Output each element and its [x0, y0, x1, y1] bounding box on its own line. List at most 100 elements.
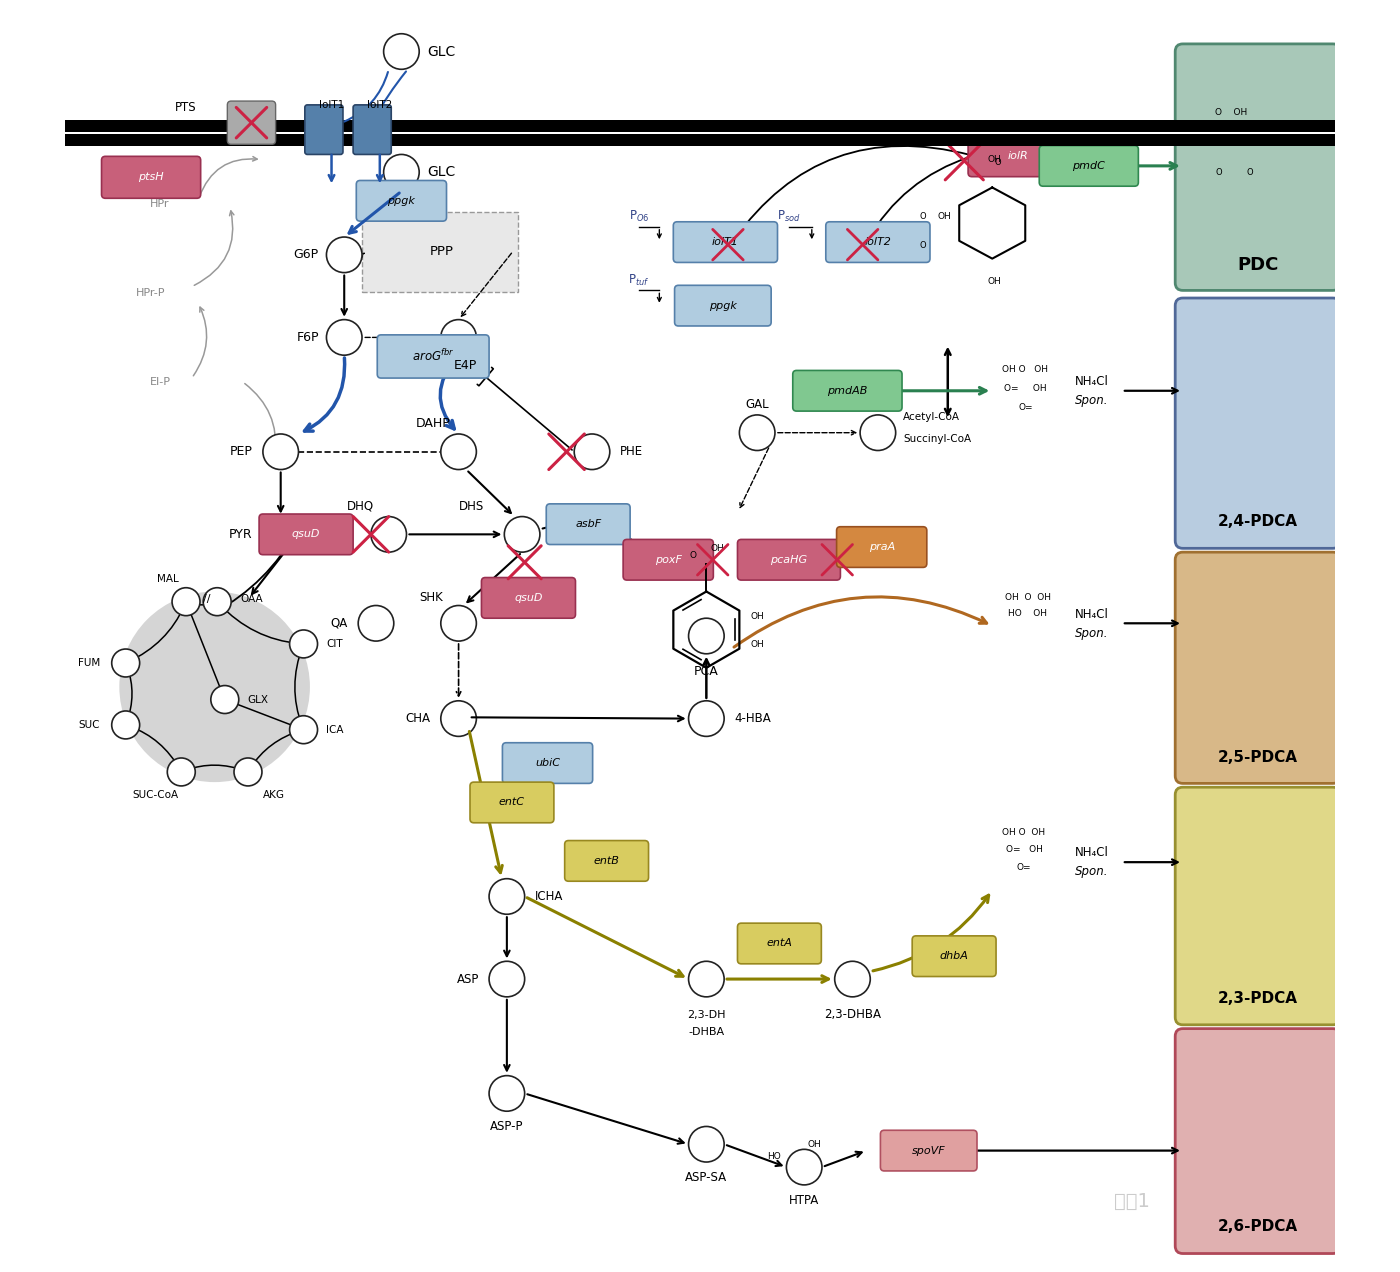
Text: O=   OH: O= OH [1005, 845, 1043, 854]
Text: PHE: PHE [620, 445, 643, 458]
FancyBboxPatch shape [675, 285, 771, 326]
Text: QA: QA [330, 617, 349, 630]
Text: 2,6-PDCA: 2,6-PDCA [1218, 1220, 1298, 1234]
Text: O: O [918, 212, 925, 221]
Text: Spon.: Spon. [1075, 865, 1107, 878]
Text: GLC: GLC [427, 45, 455, 59]
Text: OAA: OAA [239, 594, 263, 604]
FancyBboxPatch shape [967, 135, 1067, 177]
Text: OH: OH [808, 1140, 822, 1149]
Circle shape [371, 516, 406, 552]
Text: O: O [994, 158, 1001, 167]
Text: ICA: ICA [326, 725, 344, 735]
FancyBboxPatch shape [1175, 552, 1340, 784]
FancyBboxPatch shape [881, 1131, 977, 1172]
Text: Spon.: Spon. [1075, 394, 1107, 407]
Text: pcaHG: pcaHG [770, 555, 808, 565]
Text: P$_{sod}$: P$_{sod}$ [777, 209, 801, 224]
FancyBboxPatch shape [305, 104, 343, 154]
Text: PEP: PEP [230, 445, 253, 458]
Circle shape [689, 962, 724, 997]
Text: 2,3-PDCA: 2,3-PDCA [1218, 991, 1298, 1006]
Text: F6P: F6P [297, 331, 319, 343]
Text: DHQ: DHQ [347, 500, 374, 513]
Text: FUM: FUM [78, 658, 101, 668]
Text: praA: praA [868, 542, 895, 552]
Circle shape [290, 630, 318, 658]
Text: OH  O  OH: OH O OH [1005, 593, 1051, 603]
Text: ubiC: ubiC [535, 758, 560, 768]
Text: E4P: E4P [454, 359, 476, 371]
Circle shape [384, 34, 419, 69]
Text: 2,3-DH: 2,3-DH [687, 1010, 725, 1020]
Text: SUC: SUC [78, 720, 101, 730]
Text: OH: OH [937, 212, 951, 221]
Text: IolT1: IolT1 [319, 100, 344, 109]
Circle shape [441, 319, 476, 355]
FancyBboxPatch shape [826, 221, 930, 262]
FancyBboxPatch shape [503, 743, 592, 784]
Circle shape [739, 415, 776, 450]
Text: GLX: GLX [248, 695, 269, 705]
Text: 2,3-DHBA: 2,3-DHBA [825, 1009, 881, 1021]
Text: NH₄Cl: NH₄Cl [1074, 846, 1109, 859]
Text: AKG: AKG [263, 790, 286, 800]
Circle shape [203, 588, 231, 616]
Text: PPP: PPP [430, 244, 454, 257]
Text: CHA: CHA [406, 712, 431, 725]
Text: NH₄Cl: NH₄Cl [1074, 608, 1109, 621]
FancyBboxPatch shape [102, 156, 200, 198]
Text: 4-HBA: 4-HBA [735, 712, 771, 725]
Text: OH O  OH: OH O OH [1002, 828, 1046, 837]
FancyBboxPatch shape [377, 335, 489, 378]
Circle shape [504, 516, 540, 552]
Text: O: O [689, 552, 696, 561]
Text: P$_{O6}$: P$_{O6}$ [629, 209, 650, 224]
Circle shape [489, 962, 525, 997]
Text: entA: entA [766, 939, 792, 949]
Circle shape [441, 434, 476, 469]
Text: pmdC: pmdC [1072, 160, 1105, 170]
FancyBboxPatch shape [363, 211, 518, 291]
Circle shape [326, 237, 363, 272]
Text: -DHBA: -DHBA [689, 1028, 724, 1038]
Text: pmdAB: pmdAB [827, 385, 868, 396]
Text: PTS: PTS [175, 100, 196, 114]
Text: O=     OH: O= OH [1004, 384, 1047, 393]
FancyBboxPatch shape [564, 841, 648, 881]
FancyBboxPatch shape [1175, 298, 1340, 548]
Text: OH: OH [988, 155, 1001, 164]
Text: HO: HO [767, 1152, 781, 1161]
Text: OH: OH [988, 277, 1001, 286]
Text: ASP-P: ASP-P [490, 1119, 524, 1133]
Circle shape [689, 618, 724, 654]
Circle shape [234, 758, 262, 786]
FancyBboxPatch shape [227, 100, 276, 144]
Text: OH: OH [750, 612, 764, 622]
Text: O    OH: O OH [1215, 108, 1247, 117]
Text: O: O [1247, 168, 1253, 177]
Text: HTPA: HTPA [790, 1193, 819, 1207]
Text: OH: OH [710, 544, 724, 553]
Text: 뉴스1: 뉴스1 [1114, 1192, 1149, 1211]
Circle shape [167, 758, 195, 786]
FancyBboxPatch shape [482, 577, 575, 618]
Text: 2,5-PDCA: 2,5-PDCA [1218, 750, 1298, 766]
Text: ptsH: ptsH [139, 172, 164, 182]
FancyBboxPatch shape [356, 181, 447, 221]
Circle shape [112, 711, 140, 739]
Text: PYR: PYR [230, 528, 253, 541]
FancyBboxPatch shape [470, 782, 554, 823]
FancyBboxPatch shape [913, 936, 995, 977]
Text: ASP: ASP [456, 973, 479, 986]
Text: O: O [1215, 168, 1222, 177]
FancyBboxPatch shape [837, 527, 927, 567]
Circle shape [384, 154, 419, 190]
Circle shape [263, 516, 298, 552]
Text: DAHP: DAHP [416, 417, 451, 430]
Text: SUC-CoA: SUC-CoA [133, 790, 179, 800]
Circle shape [211, 686, 239, 714]
Text: PCA: PCA [694, 665, 718, 678]
FancyBboxPatch shape [623, 539, 714, 580]
FancyBboxPatch shape [64, 131, 1336, 134]
